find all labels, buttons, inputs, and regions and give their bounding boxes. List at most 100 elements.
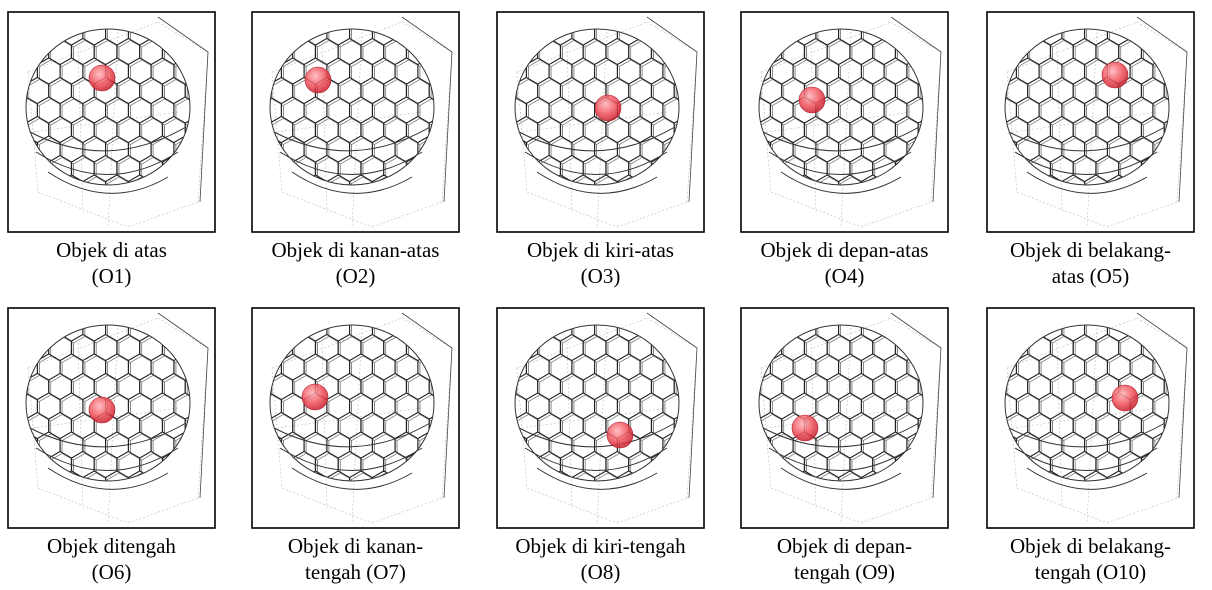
hex-cell (930, 19, 953, 45)
hex-cell (3, 413, 26, 439)
hex-cell (971, 354, 994, 380)
hex-cell (454, 41, 477, 67)
hex-cell (1189, 158, 1212, 184)
hex-cell (688, 99, 711, 125)
hex-cell (187, 41, 210, 67)
caption: Objek di belakang- (1010, 238, 1171, 262)
hex-cell (452, 374, 475, 400)
hex-cell (909, 395, 932, 421)
hex-cell (551, 317, 574, 343)
hex-cell (85, 21, 108, 47)
hex-cell (676, 2, 699, 28)
object-sphere (799, 87, 825, 113)
hex-cell (674, 156, 697, 182)
hex-cell (1064, 317, 1087, 343)
hex-cell (363, 298, 386, 324)
hex-cell (282, 175, 305, 201)
hex-cell (884, 175, 907, 201)
hex-cell (295, 298, 318, 324)
hex-cell (481, 315, 504, 341)
hex-cell (210, 2, 233, 28)
hex-cell (236, 175, 259, 201)
grid-line (128, 498, 198, 523)
hex-cell (85, 317, 108, 343)
caption: Objek di kanan- (288, 534, 423, 558)
hex-cell (318, 298, 341, 324)
hex-cell (748, 175, 771, 201)
hex-cell (699, 415, 722, 441)
hex-cell (176, 434, 199, 460)
hex-cell (982, 117, 1005, 143)
hex-cell (973, 21, 996, 47)
hex-cell (943, 376, 966, 402)
hex-cell (941, 413, 964, 439)
hex-cell (642, 317, 665, 343)
hex-cell (725, 97, 748, 123)
hex-cell (185, 39, 208, 65)
panel (481, 0, 722, 232)
hex-cell (397, 473, 420, 499)
hex-cell (982, 413, 1005, 439)
hex-cell (199, 473, 222, 499)
hex-cell (771, 19, 794, 45)
hex-cell (1075, 2, 1098, 28)
hex-cell (527, 19, 550, 45)
hex-cell (236, 315, 259, 341)
hex-cell (930, 432, 953, 458)
hex-cell (259, 471, 282, 497)
hex-cell (725, 58, 748, 84)
hex-cell (1132, 177, 1155, 203)
hex-cell (750, 317, 773, 343)
hex-cell (517, 158, 540, 184)
hex-cell (38, 471, 61, 497)
hex-cell (409, 454, 432, 480)
hex-cell (295, 2, 318, 28)
hex-cell (1187, 452, 1210, 478)
hex-cell (1155, 177, 1178, 203)
caption: (O4) (825, 264, 865, 288)
hex-cell (941, 335, 964, 361)
hex-cell (727, 473, 750, 499)
hex-cell (1053, 2, 1076, 28)
object-sphere (595, 95, 621, 121)
hex-cell (517, 41, 540, 67)
hex-cell (1121, 298, 1144, 324)
hex-cell (397, 317, 420, 343)
hex-cell (971, 19, 994, 45)
caption: Objek di kiri-tengah (515, 534, 686, 558)
hex-cell (971, 393, 994, 419)
hex-cell (941, 117, 964, 143)
hex-cell (431, 337, 454, 363)
hex-cell (750, 473, 773, 499)
hex-cell (418, 471, 441, 497)
hex-cell (492, 413, 515, 439)
hex-cell (481, 354, 504, 380)
hex-cell (504, 19, 527, 45)
hex-cell (282, 471, 305, 497)
axis-line (647, 17, 697, 202)
object-sphere (607, 422, 633, 448)
hex-cell (210, 298, 233, 324)
hex-cell (261, 21, 284, 47)
hex-cell (3, 156, 26, 182)
hex-cell (481, 432, 504, 458)
object-sphere (792, 415, 818, 441)
panel (725, 0, 966, 232)
hex-cell (697, 413, 720, 439)
hex-cell (395, 19, 418, 45)
hex-cell (481, 58, 504, 84)
hex-cell (197, 58, 220, 84)
hex-cell (1178, 21, 1201, 47)
hex-cell (918, 39, 941, 65)
hex-cell (483, 99, 506, 125)
hex-cell (909, 177, 932, 203)
hex-cell (631, 337, 654, 363)
hex-cell (748, 471, 771, 497)
hex-cell (761, 158, 784, 184)
hex-cell (688, 356, 711, 382)
axis-line (647, 313, 697, 498)
hex-cell (864, 21, 887, 47)
hex-cell (697, 78, 720, 104)
hex-cell (481, 175, 504, 201)
hex-cell (443, 473, 466, 499)
